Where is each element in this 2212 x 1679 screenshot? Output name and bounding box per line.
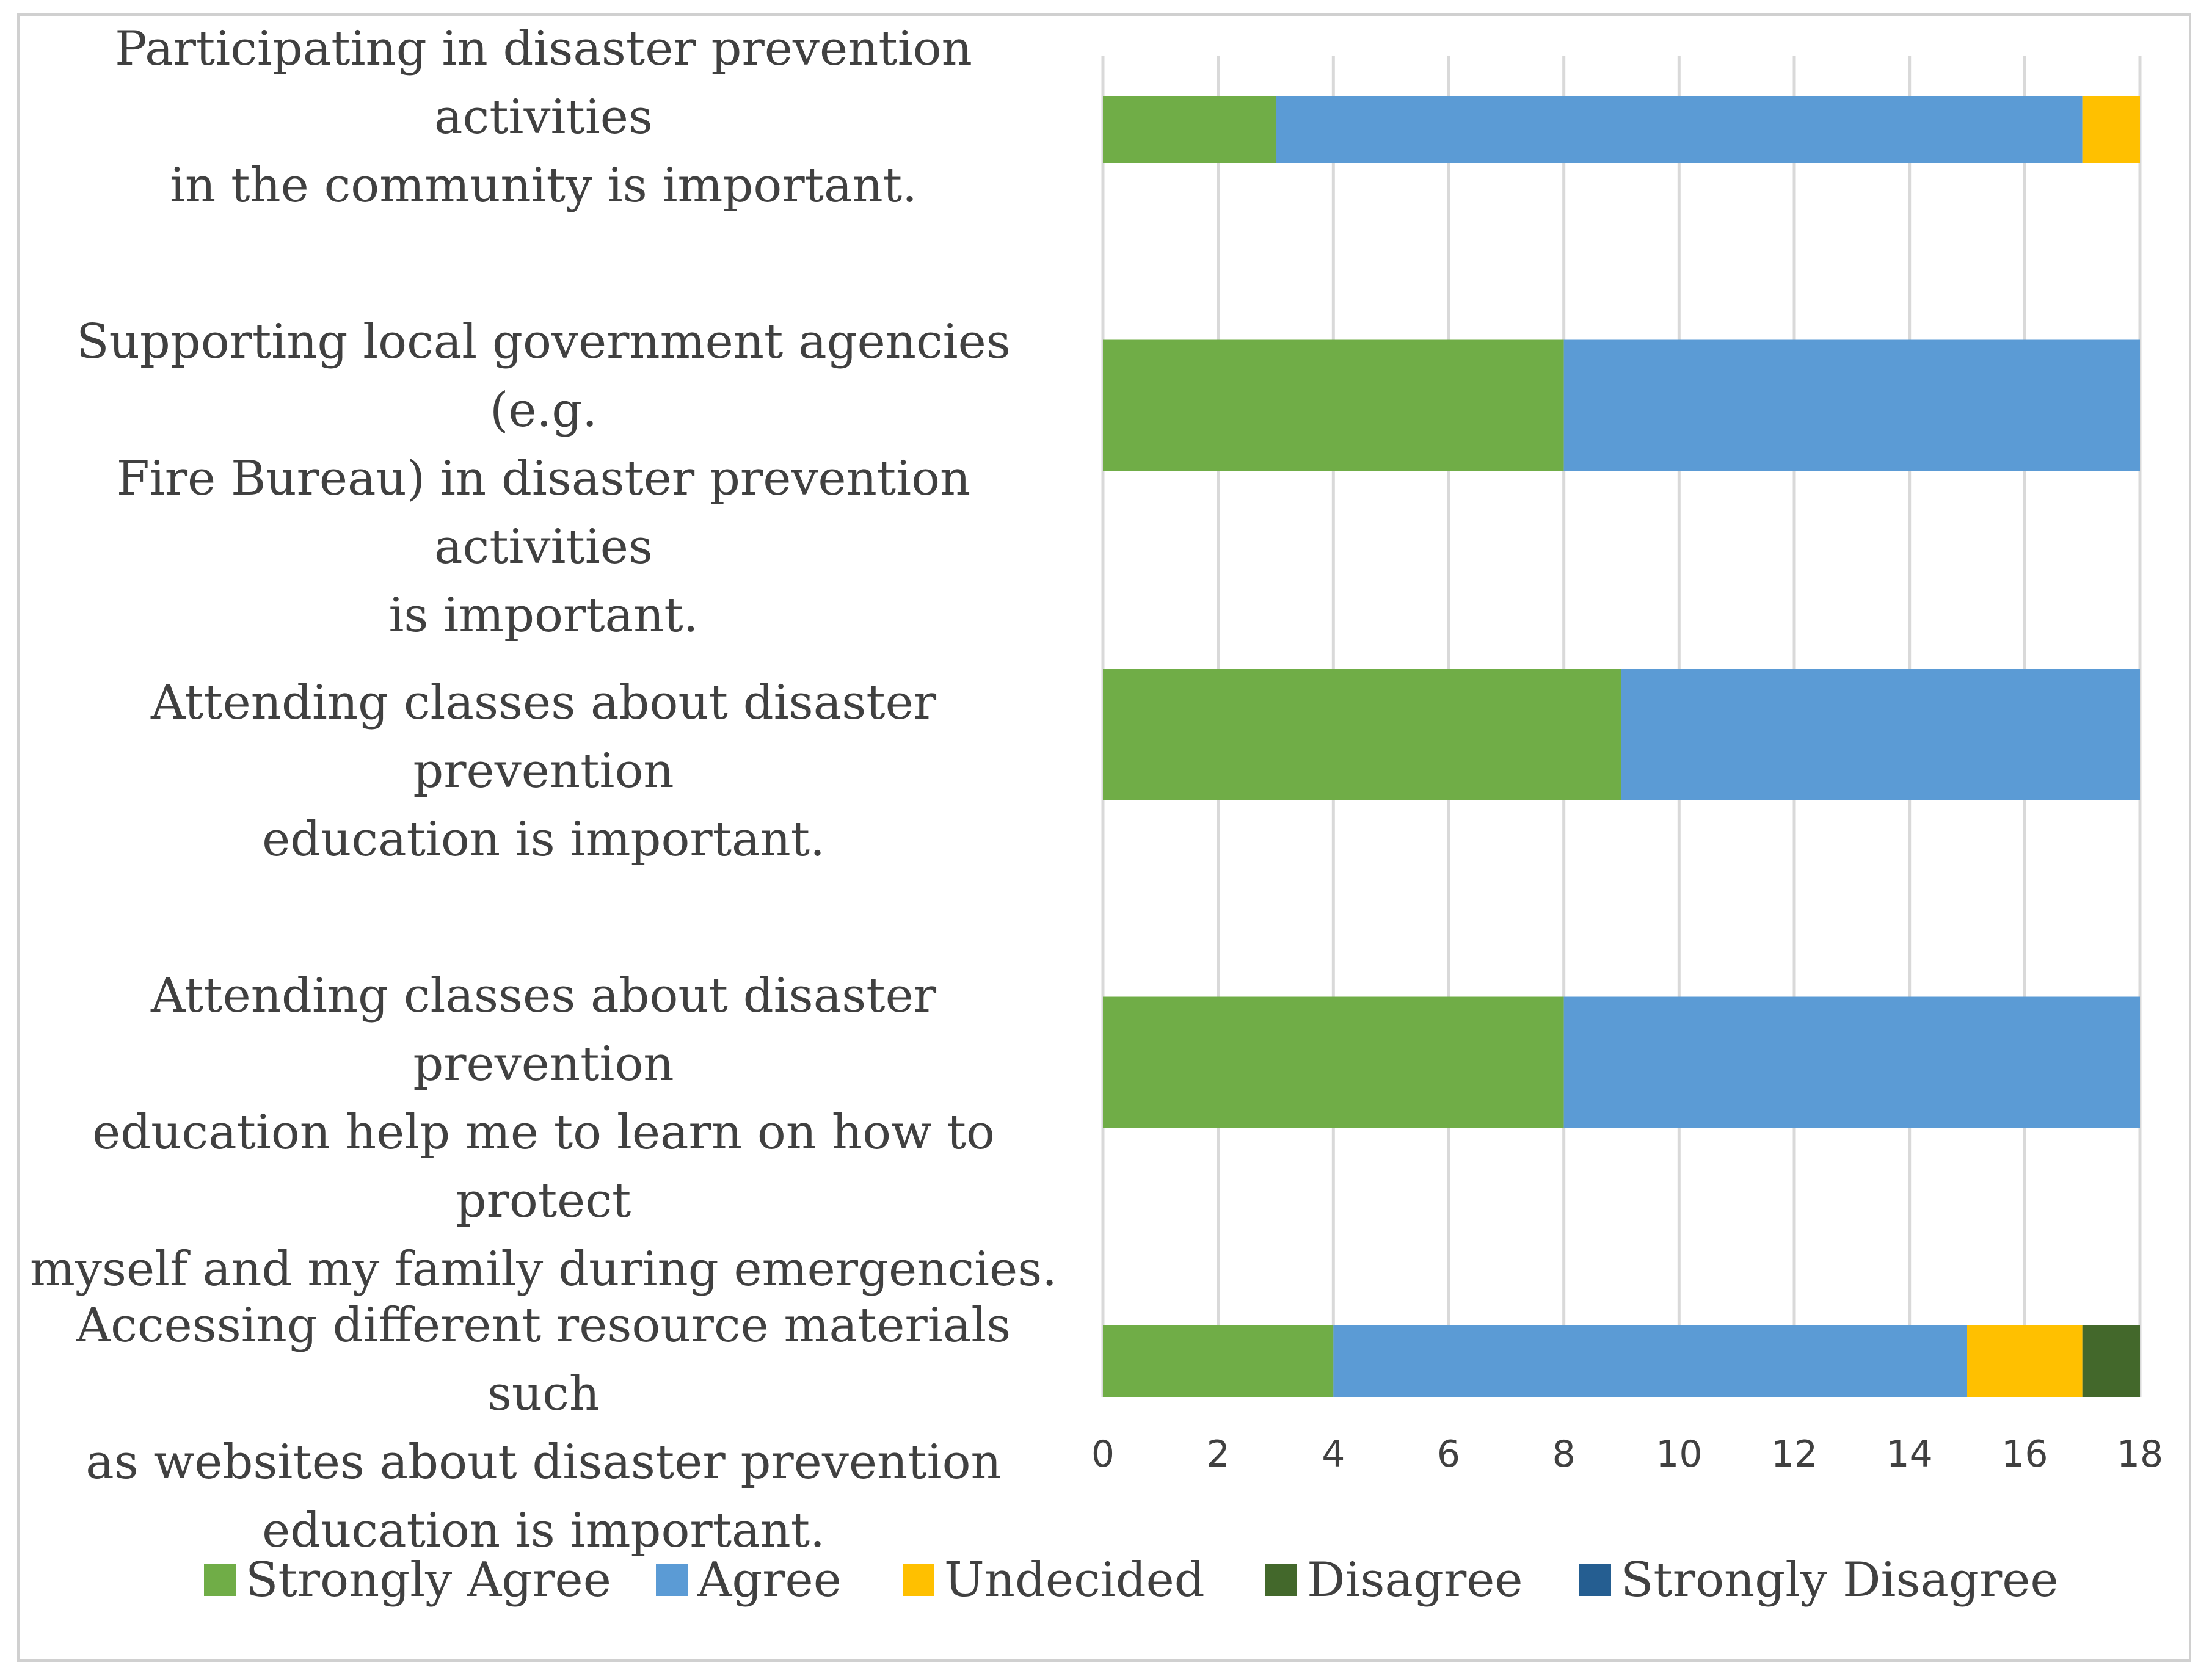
bar-undecided-cat5 bbox=[1967, 1325, 2083, 1397]
legend-swatch-agree bbox=[656, 1564, 688, 1596]
x-tick-label-6: 6 bbox=[1437, 1433, 1460, 1476]
bar-agree-cat2 bbox=[1563, 339, 2140, 471]
category-label-line: education is important. bbox=[262, 1503, 825, 1558]
category-label-1: Participating in disaster prevention act… bbox=[24, 15, 1063, 220]
bar-disagree-cat5 bbox=[2082, 1325, 2140, 1397]
category-label-line: education is important. bbox=[262, 812, 825, 867]
legend-label-strongly-disagree: Strongly Disagree bbox=[1621, 1553, 2059, 1608]
category-label-line: Participating in disaster prevention act… bbox=[115, 21, 972, 145]
legend-swatch-undecided bbox=[903, 1564, 934, 1596]
legend-label-undecided: Undecided bbox=[944, 1553, 1205, 1608]
legend-swatch-disagree bbox=[1265, 1564, 1297, 1596]
category-label-3: Attending classes about disaster prevent… bbox=[24, 669, 1063, 874]
x-tick-label-10: 10 bbox=[1656, 1433, 1702, 1476]
bar-undecided-cat1 bbox=[2082, 96, 2140, 163]
x-tick-label-0: 0 bbox=[1091, 1433, 1115, 1476]
bar-agree-cat4 bbox=[1563, 996, 2140, 1128]
category-label-line: myself and my family during emergencies. bbox=[29, 1242, 1058, 1297]
x-tick-label-12: 12 bbox=[1771, 1433, 1817, 1476]
category-label-line: Supporting local government agencies (e.… bbox=[76, 314, 1011, 438]
bar-strongly-agree-cat4 bbox=[1103, 996, 1564, 1128]
category-label-line: Fire Bureau) in disaster prevention acti… bbox=[116, 451, 971, 575]
category-label-line: in the community is important. bbox=[170, 158, 917, 213]
bar-strongly-agree-cat2 bbox=[1103, 339, 1564, 471]
category-label-line: Attending classes about disaster prevent… bbox=[150, 968, 937, 1092]
x-tick-label-2: 2 bbox=[1207, 1433, 1230, 1476]
legend-label-disagree: Disagree bbox=[1307, 1553, 1523, 1608]
bar-agree-cat1 bbox=[1276, 96, 2083, 163]
x-tick-label-18: 18 bbox=[2117, 1433, 2163, 1476]
category-label-2: Supporting local government agencies (e.… bbox=[24, 308, 1063, 650]
category-label-4: Attending classes about disaster prevent… bbox=[24, 962, 1063, 1304]
category-label-line: Accessing different resource materials s… bbox=[76, 1298, 1011, 1421]
category-label-line: is important. bbox=[388, 588, 699, 643]
bar-strongly-agree-cat5 bbox=[1103, 1325, 1334, 1397]
category-label-line: Attending classes about disaster prevent… bbox=[150, 675, 937, 799]
category-label-5: Accessing different resource materials s… bbox=[24, 1291, 1063, 1565]
x-tick-label-8: 8 bbox=[1552, 1433, 1576, 1476]
bar-agree-cat3 bbox=[1621, 669, 2140, 800]
legend-swatch-strongly-agree bbox=[204, 1564, 236, 1596]
x-tick-label-4: 4 bbox=[1322, 1433, 1345, 1476]
x-tick-label-16: 16 bbox=[2001, 1433, 2048, 1476]
category-label-line: as websites about disaster prevention bbox=[85, 1435, 1002, 1490]
bar-strongly-agree-cat3 bbox=[1103, 669, 1621, 800]
x-tick-label-14: 14 bbox=[1886, 1433, 1932, 1476]
legend-label-strongly-agree: Strongly Agree bbox=[246, 1553, 611, 1608]
category-label-line: education help me to learn on how to pro… bbox=[92, 1105, 995, 1228]
legend-label-agree: Agree bbox=[697, 1553, 842, 1608]
bar-agree-cat5 bbox=[1333, 1325, 1967, 1397]
bar-strongly-agree-cat1 bbox=[1103, 96, 1276, 163]
legend-swatch-strongly-disagree bbox=[1579, 1564, 1611, 1596]
